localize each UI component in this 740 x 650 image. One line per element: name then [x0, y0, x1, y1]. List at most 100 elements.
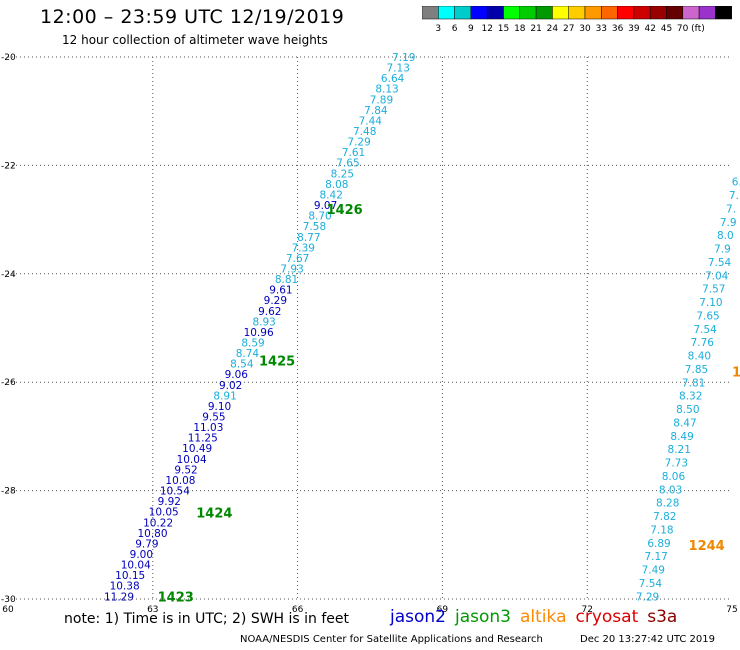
wave-height-point: 7.81 — [682, 377, 705, 389]
wave-height-point: 7.67 — [286, 253, 309, 265]
wave-height-point: 8.42 — [320, 189, 343, 201]
satellite-cryosat: cryosat — [575, 607, 639, 627]
wave-height-point: 8.50 — [676, 404, 699, 416]
wave-height-point: 7.04 — [705, 270, 729, 282]
wave-height-point: 11.03 — [193, 422, 223, 434]
wave-height-point: 7.54 — [693, 324, 717, 336]
x-tick-label: 72 — [581, 605, 592, 615]
wave-height-point: 7.9 — [720, 217, 737, 229]
wave-height-point: 8.70 — [308, 211, 331, 223]
satellite-jason3: jason3 — [455, 607, 511, 627]
wave-height-point: 9.10 — [208, 401, 231, 413]
wave-height-point: 10.15 — [115, 570, 145, 582]
wave-height-point: 10.49 — [182, 443, 212, 455]
wave-height-point: 7.9 — [714, 244, 731, 256]
wave-height-point: 10.05 — [149, 507, 179, 519]
wave-height-point: 10.54 — [160, 486, 190, 498]
legend-label: 6 — [452, 24, 458, 34]
wave-height-point: 8.54 — [230, 359, 254, 371]
wave-height-point: 10.38 — [110, 581, 140, 593]
wave-height-point: 8.32 — [679, 391, 702, 403]
wave-height-point: 7.44 — [359, 115, 383, 127]
x-tick-label: 60 — [2, 605, 14, 615]
x-tick-label: 66 — [292, 605, 304, 615]
wave-height-point: 7.76 — [691, 337, 715, 349]
wave-height-point: 8.25 — [331, 168, 354, 180]
wave-height-point: 8.06 — [662, 471, 686, 483]
wave-height-point: 8.93 — [252, 316, 275, 328]
y-tick-label: -22 — [1, 161, 16, 171]
x-tick-label: 75 — [726, 605, 737, 615]
chart-title: 12:00 – 23:59 UTC 12/19/2019 — [40, 6, 345, 28]
wave-height-point: 7.49 — [642, 565, 665, 577]
y-tick-label: -26 — [1, 378, 16, 388]
wave-height-point: 7. — [729, 190, 739, 202]
legend-label: 12 — [481, 24, 492, 34]
pass-time-label: 1424 — [196, 506, 232, 521]
wave-height-point: 9.61 — [269, 285, 292, 297]
wave-height-point: 9.62 — [258, 306, 281, 318]
legend-label: 27 — [563, 24, 574, 34]
wave-height-point: 7.29 — [347, 137, 370, 149]
legend-label: 9 — [468, 24, 474, 34]
wave-height-point: 6.64 — [381, 73, 405, 85]
wave-height-point: 7.39 — [292, 242, 315, 254]
wave-height-point: 7.29 — [636, 591, 659, 603]
wave-height-point: 8.59 — [241, 338, 264, 350]
wave-height-point: 8.21 — [668, 444, 691, 456]
units-note: note: 1) Time is in UTC; 2) SWH is in fe… — [64, 611, 350, 627]
credit-text: NOAA/NESDIS Center for Satellite Applica… — [240, 634, 543, 645]
wave-height-point: 9.07 — [314, 200, 337, 212]
legend-swatch — [715, 6, 732, 20]
wave-height-point: 7. — [726, 203, 736, 215]
color-legend: 3 6 9 12 15 18 21 24 27 30 33 36 39 42 45 70 (ft) — [422, 6, 732, 34]
wave-height-point: 8.03 — [659, 484, 682, 496]
wave-height-point: 7.65 — [336, 158, 359, 170]
legend-label: 30 — [579, 24, 591, 34]
wave-height-point: 9.02 — [219, 380, 242, 392]
legend-label: 24 — [547, 24, 559, 34]
wave-height-point: 7.58 — [303, 221, 326, 233]
wave-height-point: 9.29 — [264, 295, 287, 307]
wave-height-point: 7.10 — [699, 297, 722, 309]
wave-height-point: 9.00 — [130, 549, 153, 561]
wave-height-point: 10.80 — [137, 528, 167, 540]
legend-label: 15 — [498, 24, 509, 34]
wave-height-point: 6. — [732, 177, 740, 189]
pass-time-label: 1 — [732, 365, 740, 380]
legend-label: 36 — [612, 24, 624, 34]
wave-height-point: 7.17 — [644, 551, 667, 563]
satellite-jason2: jason2 — [390, 607, 446, 627]
legend-label: 70 (ft) — [677, 24, 705, 34]
wave-height-point: 8.81 — [275, 274, 298, 286]
wave-height-point: 7.65 — [696, 310, 719, 322]
wave-height-point: 8.74 — [236, 348, 260, 360]
wave-height-point: 9.52 — [174, 464, 197, 476]
wave-height-point: 10.22 — [143, 517, 173, 529]
wave-height-point: 7.54 — [639, 578, 663, 590]
wave-height-point: 11.29 — [104, 591, 134, 603]
wave-height-point: 9.06 — [225, 369, 249, 381]
wave-height-point: 8.08 — [325, 179, 348, 191]
wave-height-point: 8.91 — [213, 390, 236, 402]
y-tick-label: -24 — [1, 270, 16, 280]
legend-label: 39 — [628, 24, 640, 34]
wave-height-point: 7.13 — [387, 63, 410, 75]
legend-label: 3 — [435, 24, 441, 34]
wave-height-point: 7.57 — [702, 284, 725, 296]
wave-height-point: 7.85 — [685, 364, 708, 376]
legend-label: 42 — [644, 24, 655, 34]
legend-label: 18 — [514, 24, 526, 34]
wave-height-point: 8.47 — [673, 417, 696, 429]
satellite-altika: altika — [520, 607, 567, 627]
wave-height-point: 10.08 — [165, 475, 195, 487]
wave-height-point: 7.61 — [342, 147, 365, 159]
satellite-s3a: s3a — [647, 607, 678, 627]
wave-height-point: 9.92 — [158, 496, 181, 508]
pass-time-label: 1426 — [327, 203, 363, 218]
y-tick-label: -28 — [1, 487, 16, 497]
wave-height-point: 8.40 — [688, 351, 711, 363]
satellite-legend: jason2 jason3 altika cryosat s3a — [390, 607, 686, 627]
timestamp-text: Dec 20 13:27:42 UTC 2019 — [580, 634, 715, 645]
wave-height-point: 7.48 — [353, 126, 376, 138]
